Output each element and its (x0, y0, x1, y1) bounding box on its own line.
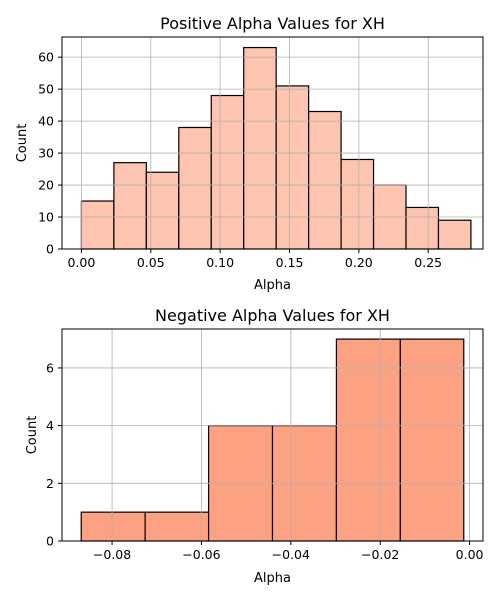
y-tick-label: 4 (46, 418, 54, 433)
histogram-bar (399, 338, 465, 542)
chart-title: Negative Alpha Values for XH (155, 306, 390, 325)
histogram-bar (275, 85, 310, 250)
chart-title: Positive Alpha Values for XH (160, 14, 385, 33)
histogram-bar (178, 126, 212, 250)
histogram-bar (437, 219, 472, 250)
y-tick-label: 2 (46, 476, 54, 491)
x-tick-label: 0.25 (414, 255, 442, 270)
histogram-bar (243, 46, 277, 250)
histogram-bar (210, 94, 245, 250)
x-tick-label: 0.20 (345, 255, 373, 270)
y-tick-label: 0 (46, 534, 54, 549)
plot-area-frame (61, 36, 484, 250)
y-tick-label: 50 (38, 82, 54, 97)
histogram-bar (144, 511, 210, 542)
y-tick-label: 0 (46, 242, 54, 257)
y-tick-label: 30 (38, 146, 54, 161)
negative-alpha-chart: Negative Alpha Values for XH Alpha Count… (25, 306, 484, 586)
x-tick-label: −0.04 (272, 547, 310, 562)
x-tick-label: 0.05 (137, 255, 165, 270)
x-tick-label: 0.15 (276, 255, 304, 270)
x-tick-label: −0.08 (93, 547, 131, 562)
histogram-bar (335, 338, 401, 542)
histogram-bar (308, 110, 342, 250)
y-tick-label: 40 (38, 114, 54, 129)
histogram-bar (80, 511, 146, 542)
y-axis-label: Count (25, 416, 40, 455)
histogram-bar (80, 200, 115, 250)
x-tick-label: −0.02 (361, 547, 399, 562)
histogram-bar (340, 158, 375, 250)
histogram-bar (405, 206, 440, 250)
histogram-bar (145, 171, 180, 250)
y-tick-label: 6 (46, 360, 54, 375)
y-tick-label: 20 (38, 178, 54, 193)
histogram-bar (113, 162, 147, 250)
y-tick-label: 60 (38, 50, 54, 65)
x-tick-label: 0.10 (206, 255, 234, 270)
x-axis-label: Alpha (254, 278, 291, 293)
x-axis-label: Alpha (254, 571, 291, 586)
x-tick-label: 0.00 (67, 255, 95, 270)
y-axis-label: Count (15, 124, 30, 163)
x-tick-label: 0.00 (456, 547, 484, 562)
y-tick-label: 10 (38, 210, 54, 225)
x-tick-label: −0.06 (182, 547, 220, 562)
positive-alpha-chart: Positive Alpha Values for XH Alpha Count… (15, 14, 484, 293)
plot-area-frame (61, 328, 484, 542)
